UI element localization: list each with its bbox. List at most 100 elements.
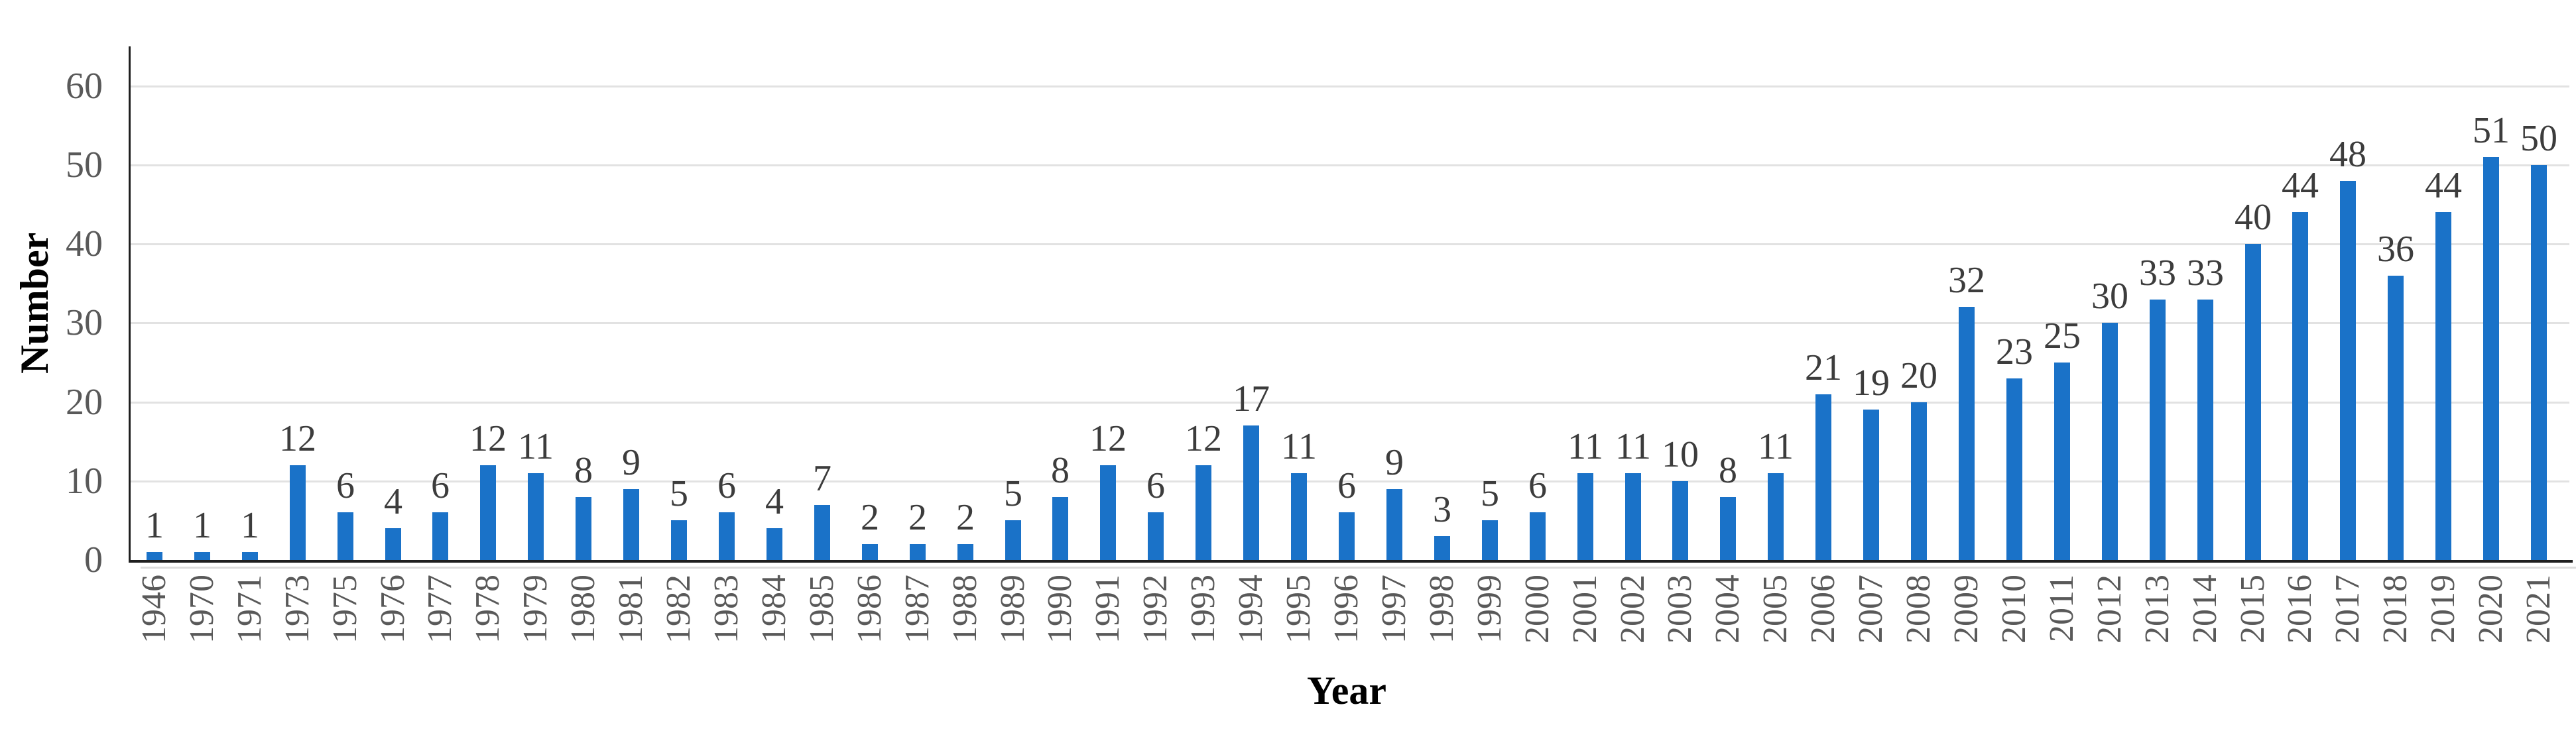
bar-value-label: 6 [336, 465, 355, 506]
bar-value-label: 5 [1481, 473, 1499, 514]
bar-value-label: 6 [1528, 465, 1547, 506]
bar-value-label: 32 [1948, 260, 1985, 301]
y-gridline [131, 401, 2569, 404]
bar-value-label: 5 [1004, 473, 1022, 514]
bar [1863, 410, 1879, 560]
bar-value-label: 2 [908, 497, 927, 538]
bar [2435, 212, 2451, 560]
bar [242, 552, 258, 560]
bar-value-label: 7 [813, 458, 831, 499]
bar [767, 528, 782, 560]
bar [290, 465, 306, 560]
bar-value-label: 50 [2520, 118, 2557, 159]
bar [910, 544, 926, 560]
bar [1339, 512, 1355, 560]
y-gridline [131, 322, 2569, 325]
bar [2150, 300, 2166, 560]
bar [432, 512, 448, 560]
y-tick-label: 40 [66, 223, 103, 265]
bar-value-label: 9 [1385, 442, 1404, 483]
bar [2483, 157, 2499, 560]
bar-value-label: 6 [1146, 465, 1165, 506]
bar-value-label: 11 [1281, 426, 1317, 467]
bar [337, 512, 353, 560]
bar-value-label: 2 [861, 497, 879, 538]
bar-value-label: 21 [1805, 347, 1842, 388]
bar-value-label: 17 [1233, 378, 1270, 420]
y-tick-label: 0 [84, 539, 103, 581]
bar [147, 552, 162, 560]
bar-value-label: 33 [2187, 252, 2224, 294]
y-tick-label: 60 [66, 65, 103, 107]
bar-value-label: 11 [1615, 426, 1651, 467]
bar [1100, 465, 1116, 560]
bar-value-label: 51 [2473, 110, 2510, 151]
y-tick-label: 20 [66, 381, 103, 423]
bar [719, 512, 735, 560]
bar [2102, 323, 2118, 560]
bar-value-label: 12 [469, 418, 507, 459]
bar-value-label: 12 [279, 418, 316, 459]
bar [1720, 497, 1736, 560]
bar-value-label: 6 [1337, 465, 1356, 506]
bar [814, 505, 830, 560]
bar [1482, 520, 1498, 560]
bar [480, 465, 496, 560]
bar-value-label: 30 [2091, 276, 2128, 317]
bar-value-label: 3 [1433, 489, 1451, 530]
bar [862, 544, 878, 560]
bar-value-label: 5 [670, 473, 688, 514]
bar [2197, 300, 2213, 560]
bar-value-label: 9 [622, 442, 641, 483]
bar [2006, 378, 2022, 560]
bar [1911, 402, 1927, 560]
x-axis-line [129, 560, 2573, 563]
bar [528, 473, 544, 560]
bar-value-label: 40 [2235, 197, 2272, 238]
bar [576, 497, 591, 560]
bar-value-label: 8 [1051, 450, 1070, 491]
bar [1148, 512, 1164, 560]
bar-value-label: 23 [1996, 331, 2033, 372]
bar-value-label: 36 [2377, 229, 2414, 270]
y-tick-label: 10 [66, 460, 103, 502]
bar-value-label: 44 [2425, 165, 2462, 206]
bar-value-label: 1 [193, 505, 212, 546]
bar [1434, 536, 1450, 560]
bar-value-label: 8 [574, 450, 593, 491]
bar-value-label: 20 [1900, 355, 1937, 396]
y-gridline [131, 85, 2569, 87]
bar [2245, 244, 2261, 560]
y-tick-label: 50 [66, 144, 103, 186]
bar-value-label: 11 [518, 426, 554, 467]
bar-value-label: 25 [2044, 315, 2081, 357]
bar [2340, 181, 2356, 560]
y-axis-line [129, 46, 131, 562]
bar-value-label: 1 [145, 505, 164, 546]
bar [623, 489, 639, 560]
bar [1243, 425, 1259, 560]
bar [2388, 276, 2404, 560]
bar [2054, 363, 2070, 560]
bar-value-label: 11 [1567, 426, 1603, 467]
bar-value-label: 10 [1662, 434, 1699, 475]
bar-value-label: 44 [2282, 165, 2319, 206]
bar-value-label: 8 [1719, 450, 1737, 491]
bar-value-label: 6 [431, 465, 450, 506]
bar [1291, 473, 1307, 560]
bar-value-label: 19 [1853, 363, 1890, 404]
bar [1959, 307, 1975, 560]
bar [1672, 481, 1688, 560]
bar [1005, 520, 1021, 560]
bar [1577, 473, 1593, 560]
bar [1196, 465, 1211, 560]
bar [1625, 473, 1641, 560]
bar-value-label: 12 [1185, 418, 1222, 459]
bar [385, 528, 401, 560]
bar [1386, 489, 1402, 560]
bar [671, 520, 687, 560]
bar [1815, 394, 1831, 560]
x-axis-title: Year [1307, 669, 1386, 712]
y-gridline [131, 243, 2569, 246]
